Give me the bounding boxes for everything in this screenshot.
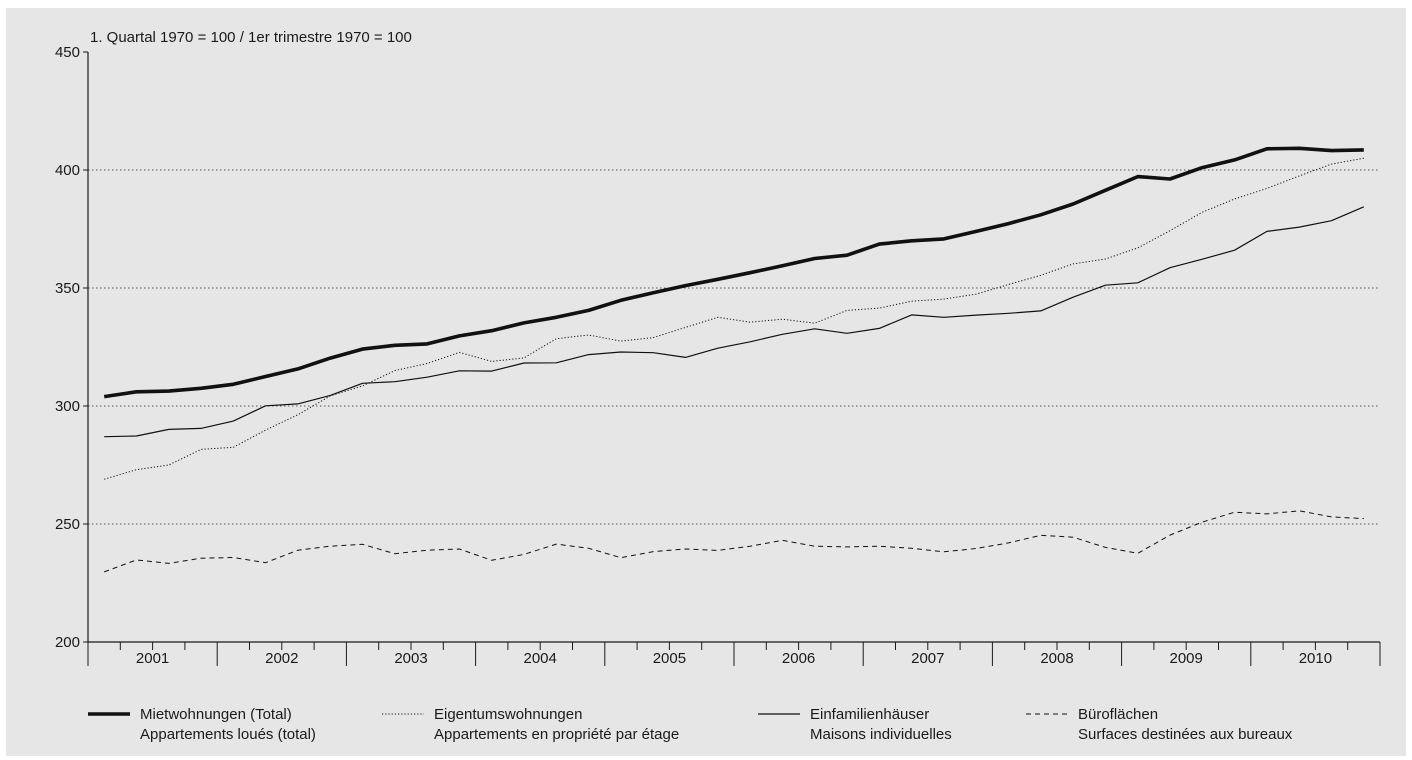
legend-label: Mietwohnungen (Total) — [140, 706, 292, 723]
gridlines — [88, 169, 1380, 525]
x-tick-label: 2003 — [394, 650, 427, 667]
legend-label: Einfamilienhäuser — [810, 706, 929, 723]
legend-label-secondary: Maisons individuelles — [810, 726, 952, 743]
y-ticks: 200 250 300 350 400 450 — [55, 44, 88, 651]
x-tick-label: 2005 — [653, 650, 686, 667]
x-tick-label: 2002 — [265, 650, 298, 667]
x-tick-label: 2006 — [782, 650, 815, 667]
y-tick-label: 250 — [55, 516, 80, 533]
legend-item-4: Büroflächen Surfaces destinées aux bureau… — [1026, 706, 1293, 743]
series-lines — [103, 146, 1365, 573]
series-line-2 — [104, 157, 1364, 480]
y-tick-label: 200 — [55, 634, 80, 651]
x-tick-label: 2008 — [1040, 650, 1073, 667]
y-tick-label: 350 — [55, 280, 80, 297]
x-tick-label: 2001 — [136, 650, 169, 667]
y-tick-label: 300 — [55, 398, 80, 415]
legend-item-3: Einfamilienhäuser Maisons individuelles — [758, 706, 952, 743]
legend: Mietwohnungen (Total) Appartements loués … — [88, 706, 1293, 743]
legend-label: Eigentumswohnungen — [434, 706, 582, 723]
chart-panel: 200 250 300 350 400 450 2001 2002 2003 2004 2005 2… — [6, 8, 1406, 756]
x-tick-label: 2007 — [911, 650, 944, 667]
legend-item-2: Eigentumswohnungen Appartements en propri… — [382, 706, 679, 743]
y-tick-label: 400 — [55, 162, 80, 179]
legend-label: Büroflächen — [1078, 706, 1158, 723]
y-tick-label: 450 — [55, 44, 80, 61]
plot-area — [88, 52, 1380, 642]
x-tick-label: 2004 — [524, 650, 557, 667]
series-line-1 — [103, 146, 1364, 399]
x-tick-label: 2009 — [1170, 650, 1203, 667]
x-tick-label: 2010 — [1299, 650, 1332, 667]
legend-label-secondary: Appartements loués (total) — [140, 726, 316, 743]
series-line-3 — [104, 206, 1365, 438]
chart-title: 1. Quartal 1970 = 100 / 1er trimestre 19… — [90, 29, 412, 46]
legend-label-secondary: Appartements en propriété par étage — [434, 726, 679, 743]
x-ticks: 2001 2002 2003 2004 2005 2006 2007 2008 2009 2010 — [87, 642, 1381, 667]
series-line-4 — [104, 510, 1364, 573]
legend-item-1: Mietwohnungen (Total) Appartements loués … — [88, 706, 316, 743]
legend-label-secondary: Surfaces destinées aux bureaux — [1078, 726, 1293, 743]
